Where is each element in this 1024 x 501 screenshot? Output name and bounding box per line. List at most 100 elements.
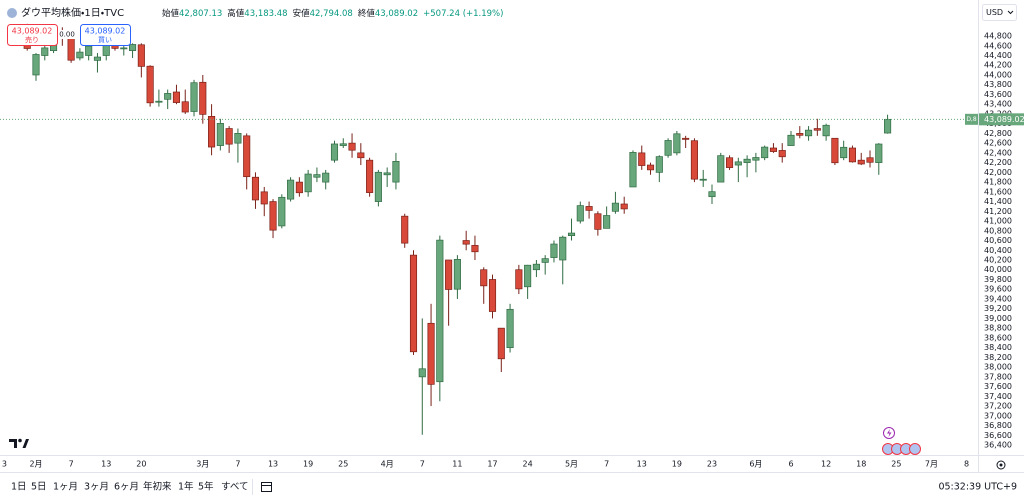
event-icon-glyph	[887, 429, 892, 437]
price-axis: 36,40036,60036,80037,00037,20037,40037,6…	[984, 32, 1012, 450]
candle-body	[357, 152, 365, 159]
y-tick-label: 37,400	[984, 392, 1012, 401]
axis-settings[interactable]	[996, 460, 1006, 470]
last-price-tag: D,8	[966, 116, 977, 123]
x-tick-label: 13	[268, 460, 278, 469]
candle-body	[85, 45, 93, 56]
event-flag[interactable]	[909, 443, 921, 455]
last-price-tag-box	[965, 113, 978, 125]
candle-body	[769, 147, 777, 152]
range-button[interactable]: すべて	[221, 482, 248, 493]
candle-body	[761, 146, 769, 159]
candle-body	[638, 152, 646, 166]
candle-body	[339, 143, 347, 146]
y-tick-label: 40,600	[984, 236, 1012, 245]
x-tick-label: 3	[2, 460, 7, 469]
candle-body	[199, 81, 207, 115]
sell-button[interactable]	[7, 24, 58, 46]
candle-body	[392, 160, 400, 183]
axis-settings-dot	[999, 463, 1003, 467]
x-tick-label: 8	[964, 460, 969, 469]
buy-button[interactable]	[80, 24, 131, 46]
candle-body	[155, 100, 163, 103]
x-tick-label: 11	[452, 460, 462, 469]
range-button[interactable]: 3ヶ月	[84, 482, 109, 493]
candle-body	[796, 133, 804, 136]
time-axis: 3 2月 7 13 20 3月 7 13 19 25 4月 7 11 17 24 5月 7 13 19 23 6月 6 12…	[2, 460, 969, 469]
chart-title: ダウ平均株価・1日・TVC	[21, 6, 124, 19]
candle-body	[857, 159, 865, 165]
y-tick-label: 39,400	[984, 294, 1012, 303]
candle-body	[585, 206, 593, 211]
calendar-icon[interactable]	[261, 482, 272, 492]
candle-body	[453, 259, 461, 290]
y-tick-label: 36,400	[984, 441, 1012, 450]
logo-part	[18, 438, 22, 443]
y-tick-label: 37,600	[984, 382, 1012, 391]
y-tick-label: 36,800	[984, 421, 1012, 430]
event-icons[interactable]	[882, 427, 921, 455]
calendar-icon-frame[interactable]	[261, 482, 272, 492]
sell-price[interactable]: 43,089.02	[12, 27, 53, 36]
candle-body	[313, 174, 321, 178]
candle-body	[515, 269, 523, 290]
candle-body	[831, 137, 839, 164]
range-button[interactable]: 1日	[11, 482, 27, 493]
buy-price[interactable]: 43,089.02	[85, 27, 126, 36]
candle-body	[164, 93, 172, 100]
candle-body	[471, 245, 479, 253]
candle-body	[366, 159, 374, 193]
candle-body	[805, 129, 813, 137]
candle-body	[295, 181, 303, 194]
range-button[interactable]: 5年	[198, 481, 214, 493]
range-button[interactable]: 1年	[178, 481, 194, 493]
x-tick-label: 24	[523, 460, 533, 469]
x-tick-label: 6月	[749, 460, 762, 469]
candle-body	[260, 191, 268, 205]
candle-body	[813, 128, 821, 131]
candle-body	[190, 82, 198, 112]
candle-body	[32, 54, 40, 76]
y-tick-label: 38,400	[984, 343, 1012, 352]
candle-body	[304, 173, 312, 193]
y-tick-label: 39,000	[984, 314, 1012, 323]
buy-label[interactable]: 買い	[98, 36, 112, 44]
y-tick-label: 38,800	[984, 324, 1012, 333]
y-tick-label: 40,200	[984, 255, 1012, 264]
ohlc-value: 42,794.08	[310, 9, 353, 19]
x-tick-label: 23	[707, 460, 717, 469]
ohlc-label: 終値	[358, 8, 376, 19]
candle-body	[488, 279, 497, 312]
dropdown-arrow	[1007, 10, 1014, 15]
candle-body	[840, 146, 848, 159]
candle-body	[646, 164, 655, 171]
candle-body	[875, 143, 883, 163]
candle-body	[137, 44, 145, 67]
x-tick-label: 12	[821, 460, 831, 469]
range-button[interactable]: 1ヶ月	[53, 482, 78, 493]
ohlc-legend: 始値42,807.13 高値43,183.48 安値42,794.08 終値43,08…	[162, 8, 503, 19]
y-tick-label: 43,800	[984, 80, 1012, 89]
y-tick-label: 43,400	[984, 100, 1012, 109]
currency[interactable]: USD	[986, 8, 1003, 17]
sell-label[interactable]: 売り	[25, 35, 39, 44]
range-button[interactable]: 5日	[31, 482, 47, 493]
y-tick-label: 42,600	[984, 139, 1012, 148]
range-button[interactable]: 6ヶ月	[114, 482, 139, 493]
x-tick-label: 6	[788, 460, 793, 469]
currency-select[interactable]	[982, 4, 1017, 21]
x-tick-label: 7	[235, 460, 240, 469]
candle-body	[436, 239, 444, 383]
candle-body	[567, 232, 576, 236]
candle-body	[427, 322, 435, 385]
candle-body	[120, 47, 128, 50]
x-tick-label: 18	[856, 460, 866, 469]
range-button[interactable]: 年初来	[143, 481, 172, 493]
y-tick-label: 36,600	[984, 431, 1012, 440]
y-tick-label: 42,000	[984, 168, 1012, 177]
candle-body	[743, 158, 751, 163]
y-tick-label: 43,600	[984, 90, 1012, 99]
y-tick-label: 38,600	[984, 333, 1012, 342]
ohlc-label: 高値	[227, 8, 245, 19]
candle-body	[690, 140, 698, 180]
